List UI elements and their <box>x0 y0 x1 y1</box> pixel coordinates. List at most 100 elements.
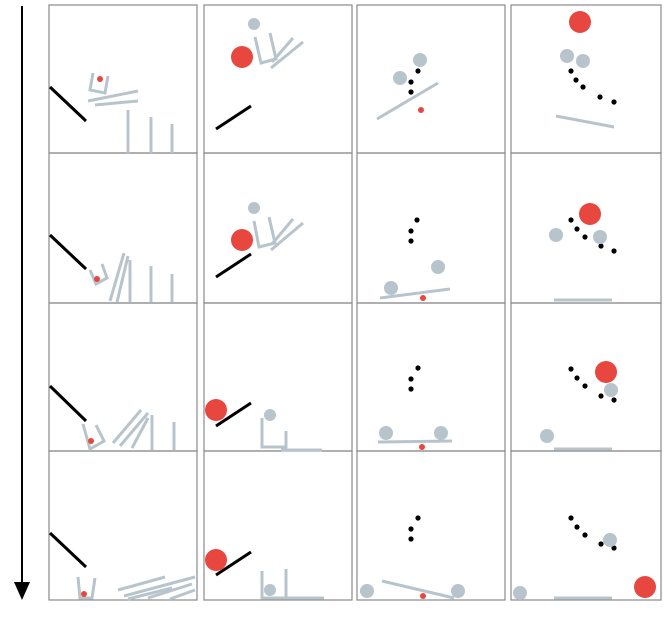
rod <box>270 218 295 245</box>
red-ball <box>81 591 87 597</box>
rod <box>270 221 304 252</box>
black-dot <box>582 383 588 389</box>
red-ball <box>205 399 227 421</box>
black-dot <box>414 217 420 223</box>
gray-ball <box>413 53 427 67</box>
cup-object <box>252 216 277 249</box>
panel-r4-c2 <box>203 450 353 601</box>
gray-ball <box>549 228 563 242</box>
black-dot <box>408 386 414 392</box>
scene-r3c-r4 <box>360 515 465 600</box>
rod <box>270 37 295 63</box>
black-dot <box>568 217 574 223</box>
rod <box>117 575 166 592</box>
plank <box>377 439 453 444</box>
gray-ball <box>513 586 527 600</box>
black-dot <box>408 89 414 95</box>
black-dot <box>415 365 421 371</box>
rod <box>270 40 304 70</box>
gray-ball <box>540 429 554 443</box>
gray-ball <box>248 18 260 30</box>
red-ball <box>579 203 601 225</box>
rod <box>123 575 196 598</box>
cup-object <box>76 576 97 600</box>
rod <box>111 409 143 444</box>
rod <box>169 588 196 601</box>
gray-ball <box>264 409 276 421</box>
rod <box>108 252 126 302</box>
cup-object <box>81 423 106 452</box>
scene-r2-c1 <box>48 233 174 303</box>
panel-r4-c3 <box>356 450 506 601</box>
panel-r2-c2 <box>203 152 353 304</box>
red-ball <box>231 46 253 68</box>
scene-r3c-r2 <box>379 217 451 301</box>
static-bar <box>48 233 88 271</box>
scene-r4c-r1 <box>555 11 617 129</box>
gray-ball <box>379 426 393 440</box>
panel-r1-c3 <box>356 4 506 154</box>
black-dot <box>580 84 586 90</box>
gray-ball <box>248 202 260 214</box>
black-dot <box>611 397 617 403</box>
static-bar <box>215 104 252 131</box>
black-dot <box>598 541 604 547</box>
black-dot <box>582 532 588 538</box>
scene-r2c-r4 <box>205 549 324 600</box>
black-dot <box>408 228 414 234</box>
cup-object <box>253 32 278 65</box>
black-dot <box>408 238 414 244</box>
scene-r3c-r3 <box>377 365 453 450</box>
rod <box>87 89 139 103</box>
panel-r3-c4 <box>510 302 662 452</box>
gray-ball <box>560 49 574 63</box>
plank <box>376 81 439 121</box>
panel-r4-c1 <box>48 450 198 601</box>
gray-ball <box>384 281 398 295</box>
gray-ball <box>576 54 590 68</box>
static-bar <box>215 252 252 279</box>
black-dot <box>574 524 580 530</box>
cup-object <box>260 569 288 600</box>
gray-ball <box>593 230 607 244</box>
gray-ball <box>393 71 407 85</box>
black-dot <box>568 366 574 372</box>
scene-r4c-r3 <box>540 361 618 451</box>
black-dot <box>568 515 574 521</box>
red-ball <box>418 107 424 113</box>
scene-r4c-r4 <box>513 515 656 600</box>
panel-r2-c3 <box>356 152 506 304</box>
red-ball <box>88 438 94 444</box>
gray-ball <box>604 383 618 397</box>
gray-ball <box>451 584 465 598</box>
static-bar <box>215 550 252 577</box>
panel-r3-c3 <box>356 302 506 452</box>
black-dot <box>408 526 414 532</box>
black-dot <box>598 393 604 399</box>
red-ball <box>420 593 426 599</box>
scene-r3c-r1 <box>376 53 439 121</box>
cup-object <box>88 72 110 95</box>
black-dot <box>598 243 604 249</box>
plank <box>555 114 615 129</box>
red-ball <box>569 11 591 33</box>
black-dot <box>611 545 617 551</box>
black-dot <box>582 234 588 240</box>
static-bar <box>48 85 88 123</box>
rod <box>127 586 173 601</box>
red-ball <box>231 229 253 251</box>
scene-r1-c1 <box>48 72 174 153</box>
black-dot <box>568 68 574 74</box>
scene-r2c-r3 <box>205 399 322 452</box>
red-ball <box>419 444 425 450</box>
black-dot <box>597 94 603 100</box>
cup-object <box>260 418 288 449</box>
red-ball <box>595 361 617 383</box>
black-dot <box>415 68 421 74</box>
black-dot <box>408 79 414 85</box>
panel-r4-c4 <box>510 450 662 601</box>
black-dot <box>408 376 414 382</box>
scene-r3-c1 <box>48 384 176 452</box>
rod <box>147 582 193 600</box>
panel-r1-c2 <box>203 4 353 154</box>
